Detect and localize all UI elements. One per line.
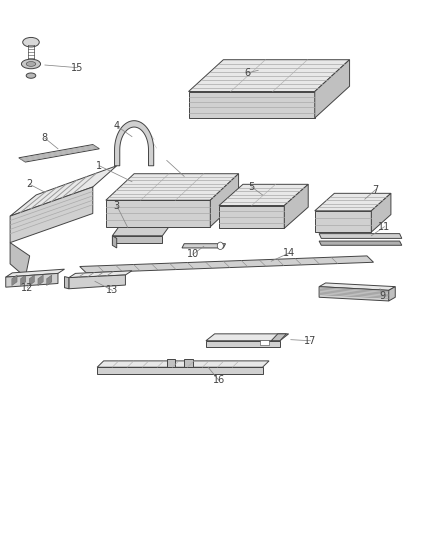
Polygon shape [210,174,239,227]
Polygon shape [319,287,389,301]
Text: 15: 15 [71,63,84,72]
Ellipse shape [26,73,36,78]
Polygon shape [182,244,226,248]
Polygon shape [10,243,30,277]
Polygon shape [10,166,117,216]
Polygon shape [284,184,308,228]
Polygon shape [106,174,239,200]
Text: 14: 14 [283,248,295,259]
Polygon shape [319,241,402,245]
Polygon shape [38,275,43,286]
Polygon shape [19,144,99,162]
Circle shape [217,242,223,249]
Text: 6: 6 [244,68,251,78]
Text: 17: 17 [304,336,317,346]
Text: 10: 10 [187,249,199,260]
Polygon shape [315,60,350,118]
Ellipse shape [23,37,39,47]
Polygon shape [389,287,395,301]
Ellipse shape [26,62,36,66]
Polygon shape [29,275,35,286]
Polygon shape [206,334,289,341]
Polygon shape [113,227,169,236]
Polygon shape [10,187,93,243]
Polygon shape [6,269,64,277]
Polygon shape [167,359,176,367]
Polygon shape [97,361,269,367]
Text: 7: 7 [373,184,379,195]
Polygon shape [271,334,286,341]
Polygon shape [188,92,315,118]
Text: 9: 9 [379,290,385,301]
Polygon shape [106,200,210,227]
Ellipse shape [21,59,41,69]
Polygon shape [184,359,193,367]
Polygon shape [115,120,154,166]
Polygon shape [69,271,132,278]
Polygon shape [188,60,350,92]
Text: 16: 16 [213,375,225,385]
Text: 12: 12 [21,282,34,293]
Polygon shape [80,256,374,273]
Polygon shape [47,275,52,286]
Polygon shape [315,211,371,232]
Text: 3: 3 [113,200,120,211]
Polygon shape [64,277,69,289]
Polygon shape [219,206,284,228]
Text: 1: 1 [96,161,102,171]
Polygon shape [206,341,280,347]
Polygon shape [69,275,125,289]
Polygon shape [113,236,162,243]
Text: 8: 8 [42,133,48,143]
Polygon shape [371,193,391,232]
Text: 2: 2 [27,179,33,189]
Polygon shape [260,340,269,345]
Text: 13: 13 [106,285,119,295]
Polygon shape [219,184,308,206]
Polygon shape [97,367,262,374]
Polygon shape [319,233,402,238]
Text: 11: 11 [378,222,391,232]
Polygon shape [113,236,117,248]
Text: 4: 4 [113,121,120,131]
Polygon shape [6,273,58,287]
Polygon shape [21,275,26,286]
Polygon shape [315,193,391,211]
Polygon shape [319,283,395,290]
Text: 5: 5 [248,182,255,192]
Polygon shape [12,275,17,286]
